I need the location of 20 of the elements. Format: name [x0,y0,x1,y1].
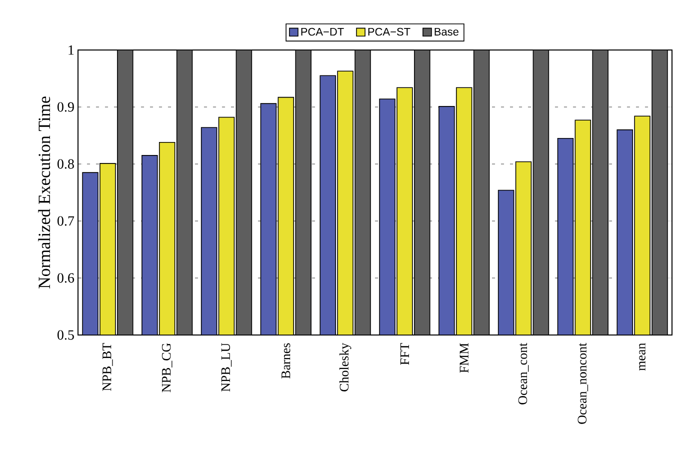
y-tick-label: 0.8 [58,159,74,169]
x-tick-label: Ocean_noncont [578,342,588,424]
x-tick-label: FFT [400,343,409,365]
y-tick-label: 0.6 [58,273,74,283]
x-tick-label: Cholesky [339,342,352,392]
x-tick-label: NPB_CG [162,343,172,392]
x-tick-label: NPB_BT [102,343,113,391]
legend-label: Base [434,28,458,36]
y-tick-label: 0.5 [58,330,74,340]
y-tick-label: 0.7 [58,216,74,226]
x-tick-label: Barnes [282,343,290,379]
x-tick-label: NPB_LU [221,343,232,392]
x-tick-label: FMM [460,343,468,373]
x-tick-label: mean [639,342,646,371]
legend-label: PCA−ST [368,28,410,36]
legend-label: PCA−DT [301,28,344,36]
y-tick-label: 0.9 [58,102,74,112]
y-axis-title: Normalized Execution Time [38,96,50,288]
x-tick-label: Ocean_cont [518,342,529,404]
y-tick-label: 1 [68,45,74,55]
